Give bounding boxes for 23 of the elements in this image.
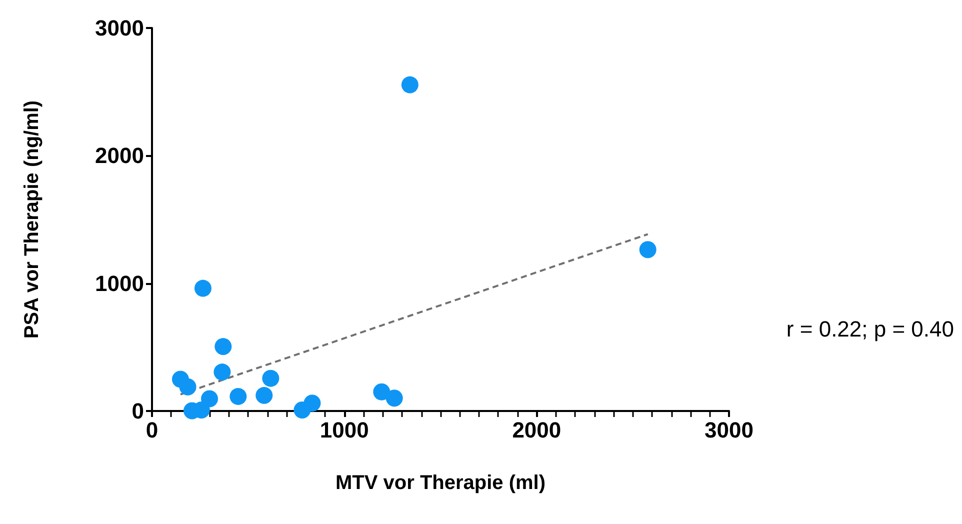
point [386, 390, 403, 407]
x-axis-title: MTV vor Therapie (ml) [335, 472, 546, 494]
y-axis-title: PSA vor Therapie (ng/ml) [21, 100, 43, 339]
point [639, 241, 656, 258]
point [194, 280, 212, 297]
y-tick-label: 2000 [95, 143, 144, 168]
point [230, 388, 247, 405]
point [373, 383, 390, 400]
y-tick-label: 1000 [95, 270, 144, 296]
point [201, 390, 218, 408]
y-tick-label: 0 [132, 398, 144, 424]
text: r = 0.22; p = 0.40 [786, 316, 954, 342]
y-tick-label: 3000 [95, 16, 144, 40]
point [262, 370, 280, 387]
point [256, 386, 273, 404]
point [214, 364, 231, 381]
point [179, 378, 196, 396]
x-tick-label: 3000 [704, 418, 754, 442]
point [304, 394, 321, 412]
point [401, 76, 418, 94]
x-tick-label: 2000 [512, 418, 562, 442]
x-tick-label: 1000 [320, 418, 369, 442]
point [214, 338, 232, 356]
